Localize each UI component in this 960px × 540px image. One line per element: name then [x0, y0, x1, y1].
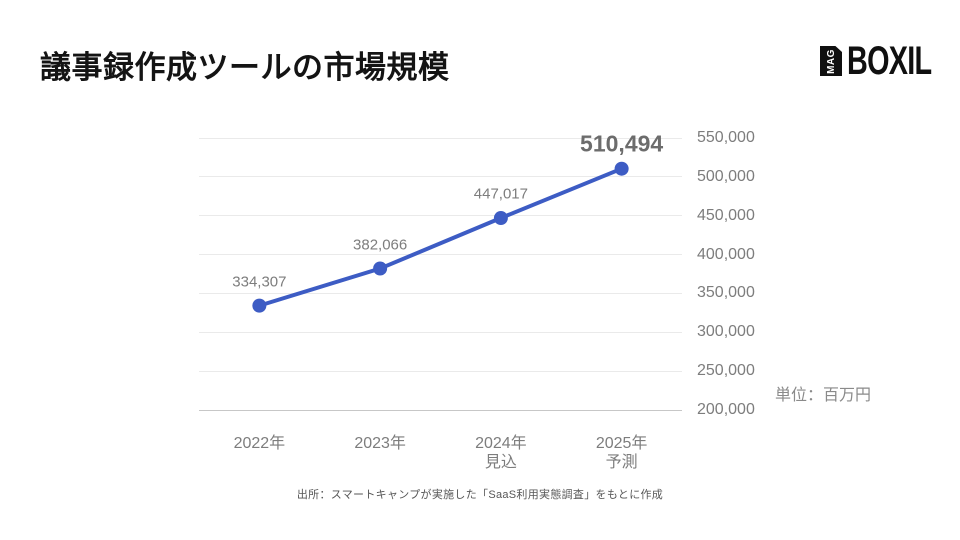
x-axis-tick-label: 2025年 予測 [595, 435, 648, 471]
y-axis-tick-label: 200,000 [697, 401, 755, 418]
data-value-label: 334,307 [232, 273, 287, 291]
data-value-label: 382,066 [353, 236, 408, 253]
data-point [614, 161, 629, 176]
data-point [252, 298, 267, 313]
y-axis-tick-label: 400,000 [697, 245, 755, 263]
gridline [199, 370, 682, 372]
boxil-mag-logo: MAG BOXIL [820, 39, 960, 83]
gridline [199, 331, 682, 333]
logo-brand-text: BOXIL [847, 39, 932, 83]
gridline [199, 254, 682, 256]
x-axis-tick-label: 2022年 [233, 435, 286, 452]
x-axis-tick-label: 2023年 [354, 435, 406, 452]
data-point [373, 261, 388, 276]
gridline [199, 215, 682, 217]
y-axis-tick-label: 450,000 [697, 206, 755, 224]
mag-badge-text: MAG [825, 48, 837, 74]
x-axis-tick-label: 2024年 見込 [475, 435, 527, 471]
page-title: 議事録作成ツールの市場規模 [40, 50, 450, 85]
y-axis-tick-label: 300,000 [697, 323, 755, 341]
data-point [493, 211, 508, 226]
data-value-label: 447,017 [473, 185, 528, 203]
unit-label: 単位：百万円 [775, 387, 872, 404]
y-axis-tick-label: 250,000 [697, 362, 755, 380]
gridline [199, 409, 682, 411]
y-axis-tick-label: 350,000 [697, 284, 755, 302]
source-note: 出所：スマートキャンプが実施した「SaaS利用実態調査」をもとに作成 [296, 489, 664, 501]
y-axis-tick-label: 550,000 [697, 129, 755, 146]
gridline [199, 292, 682, 294]
gridline [199, 176, 682, 178]
y-axis-tick-label: 500,000 [697, 167, 755, 185]
data-value-label: 510,494 [580, 130, 664, 157]
mag-badge-icon: MAG [820, 46, 842, 76]
gridline [199, 137, 682, 139]
